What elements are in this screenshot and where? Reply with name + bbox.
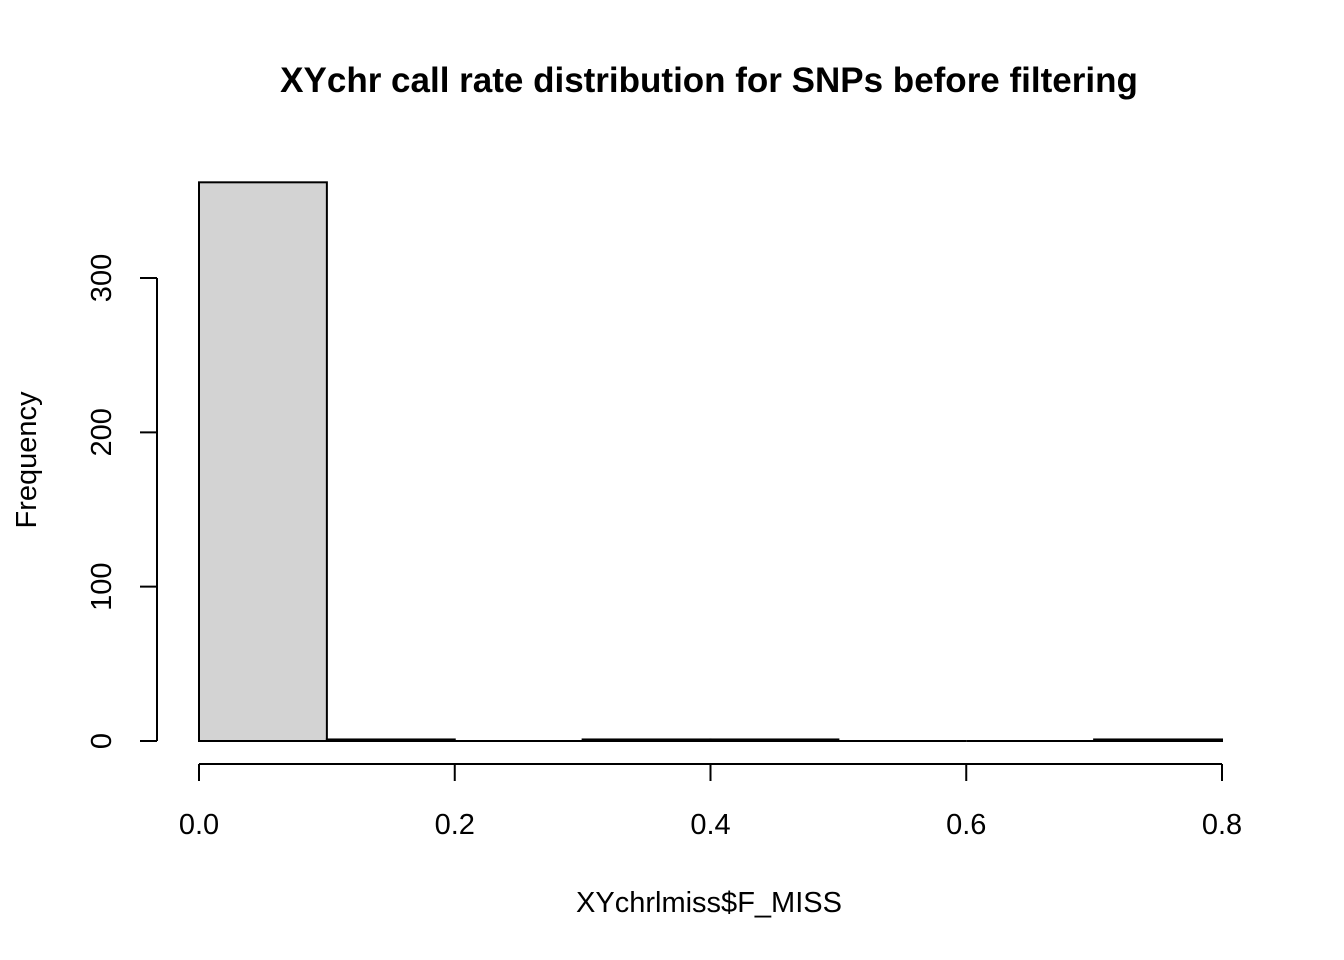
y-tick-label: 100 <box>86 562 118 610</box>
x-axis: 0.0 0.2 0.4 0.6 0.8 <box>179 763 1242 841</box>
x-axis-label: XYchrlmiss$F_MISS <box>576 887 842 919</box>
y-tick-label: 300 <box>86 254 118 302</box>
histogram-bar <box>1093 738 1223 742</box>
y-tick-label: 200 <box>86 408 118 456</box>
y-tick-label: 0 <box>86 733 118 749</box>
x-tick-label: 0.4 <box>690 809 730 841</box>
x-tick-label: 0.0 <box>179 809 219 841</box>
x-tick-label: 0.2 <box>435 809 475 841</box>
histogram-bar <box>198 181 328 742</box>
chart-title: XYchr call rate distribution for SNPs be… <box>280 61 1138 100</box>
histogram-bar <box>581 738 712 742</box>
x-tick-label: 0.6 <box>946 809 986 841</box>
y-axis-label: Frequency <box>11 391 43 529</box>
histogram-bars <box>198 181 1223 742</box>
x-tick-label: 0.8 <box>1202 809 1242 841</box>
y-axis: 0 100 200 300 <box>86 254 158 749</box>
histogram-bar <box>325 738 456 742</box>
histogram-bar <box>709 738 840 742</box>
